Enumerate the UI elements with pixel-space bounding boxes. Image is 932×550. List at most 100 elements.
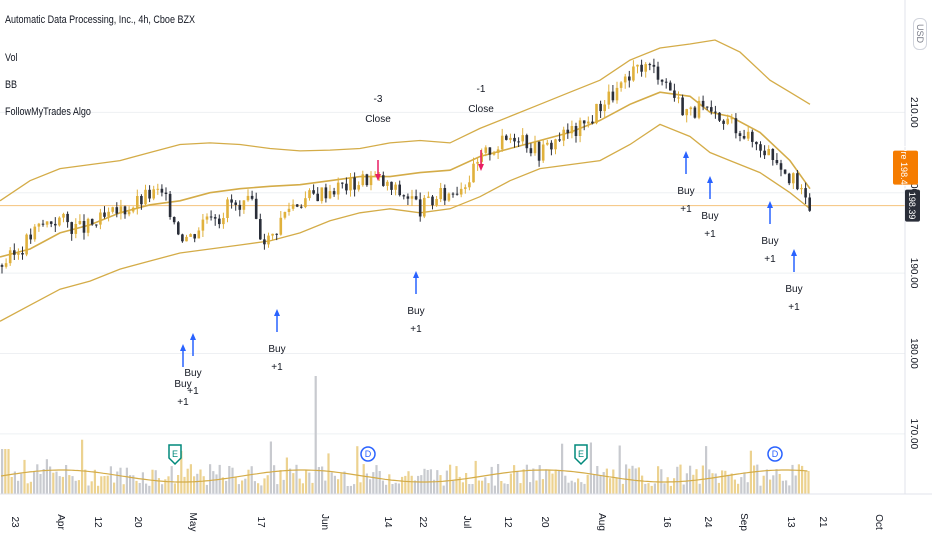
candle-body <box>361 174 365 186</box>
volume-bar <box>577 478 580 494</box>
volume-bar <box>535 480 538 494</box>
candle-body <box>4 263 8 267</box>
time-axis[interactable]: 23 Apr 12 20 May 17 Jun 14 22 Jul 12 20 Aug 16 24 Sep 13… <box>9 513 884 532</box>
volume-bar <box>151 469 154 494</box>
volume-bar <box>84 469 87 494</box>
candle-body <box>213 217 217 219</box>
buy-signal: Buy +1 <box>761 201 779 265</box>
candle-body <box>693 107 697 118</box>
last-price-badge <box>905 189 920 222</box>
volume-bar <box>807 471 810 494</box>
volume-bar <box>743 472 746 494</box>
volume-bar <box>138 483 141 494</box>
dividend-marker: D <box>767 446 783 462</box>
candle-body <box>566 129 570 134</box>
volume-bar <box>279 470 282 494</box>
volume-bar <box>589 442 592 494</box>
candle-body <box>205 216 209 220</box>
volume-bar <box>717 482 720 494</box>
volume-bar <box>500 481 503 494</box>
candle-body <box>21 253 24 255</box>
volume-bar <box>465 473 468 494</box>
volume-bar <box>788 485 791 494</box>
candle-body <box>82 221 86 233</box>
candle-body <box>771 149 775 160</box>
candle-body <box>464 187 467 189</box>
volume-bar <box>733 479 736 494</box>
candle-body <box>0 265 4 267</box>
algo-legend[interactable]: FollowMyTrades Algo <box>5 106 91 118</box>
volume-bar <box>586 474 589 494</box>
volume-bar <box>769 479 772 494</box>
volume-bar <box>276 484 279 494</box>
volume-bar <box>237 484 240 494</box>
buy-signal: Buy +1 <box>677 151 695 215</box>
candle-body <box>119 206 123 214</box>
sell-arrow-head <box>375 174 381 181</box>
volume-bar <box>737 483 740 494</box>
volume-bar <box>103 476 106 494</box>
volume-bar <box>244 478 247 494</box>
volume-legend[interactable]: Vol <box>5 52 18 64</box>
volume-bar <box>49 466 52 494</box>
candle-body <box>283 212 287 218</box>
candle-body <box>796 173 799 190</box>
buy-label: Buy <box>174 379 191 390</box>
volume-bar <box>311 482 314 494</box>
volume-bar <box>154 470 157 494</box>
candle-body <box>398 184 401 196</box>
earnings-marker: E <box>168 444 182 466</box>
y-tick-label: 180.00 <box>908 338 919 369</box>
candle-body <box>673 90 676 98</box>
candle-body <box>431 196 434 206</box>
volume-bar <box>685 473 688 494</box>
volume-bar <box>68 475 71 494</box>
candle-body <box>521 135 524 142</box>
candle-body <box>574 126 578 136</box>
volume-bar <box>708 469 711 494</box>
currency-button[interactable]: USD <box>913 18 927 50</box>
bollinger-bands <box>0 39 811 322</box>
volume-bar <box>397 483 400 494</box>
candle-body <box>623 76 627 83</box>
volume-bar <box>497 464 500 494</box>
candle-body <box>472 163 475 183</box>
volume-bar <box>506 484 509 494</box>
candle-body <box>619 82 623 88</box>
buy-arrow-head <box>190 333 196 340</box>
volume-bar <box>746 482 749 494</box>
volume-bar <box>673 478 676 494</box>
volume-bar <box>170 466 173 494</box>
volume-bar <box>698 483 701 494</box>
bb-legend[interactable]: BB <box>5 79 18 91</box>
volume-bar <box>439 475 442 494</box>
candle-body <box>591 121 594 124</box>
volume-bar <box>106 475 109 494</box>
candle-body <box>578 120 582 136</box>
volume-bar <box>570 480 573 494</box>
candle-body <box>349 177 352 191</box>
candle-body <box>537 141 541 161</box>
volume-bar <box>781 480 784 494</box>
volume-bar <box>13 471 16 494</box>
candle-body <box>394 184 397 190</box>
volume-bar <box>580 482 583 494</box>
volume-bar <box>305 469 308 494</box>
volume-bar <box>177 475 180 494</box>
volume-bar <box>772 475 775 494</box>
candle-body <box>742 136 746 139</box>
volume-bar <box>759 485 762 494</box>
volume-bar <box>132 475 135 494</box>
candle-body <box>505 135 508 140</box>
candle-body <box>525 135 529 149</box>
volume-bar <box>545 469 548 494</box>
symbol-title[interactable]: Automatic Data Processing, Inc., 4h, Cbo… <box>5 14 196 26</box>
volume-bar <box>433 479 436 494</box>
volume-bar <box>644 483 647 494</box>
candle-body <box>783 169 787 174</box>
volume-bar <box>113 482 116 494</box>
candle-body <box>103 212 106 217</box>
